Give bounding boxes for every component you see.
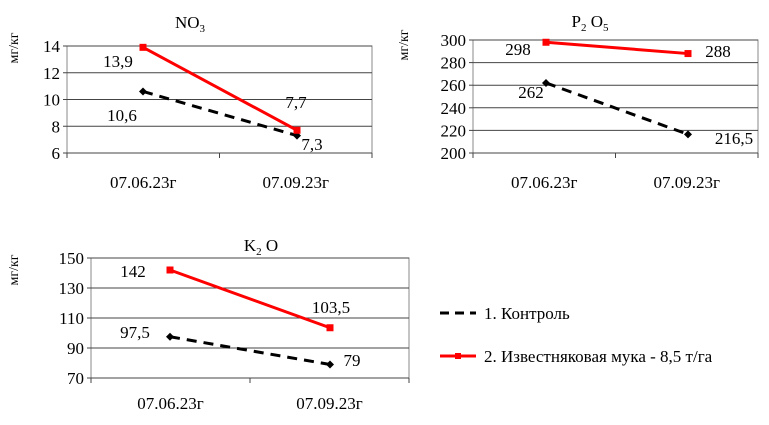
data-label: 13,9 xyxy=(103,52,133,71)
data-label: 10,6 xyxy=(107,106,137,125)
series-line-control xyxy=(142,90,298,138)
y-tick-label: 70 xyxy=(67,369,84,388)
data-label: 298 xyxy=(505,40,531,59)
data-label: 97,5 xyxy=(120,323,150,342)
series-line-limestone xyxy=(545,40,689,56)
series-line-control xyxy=(169,335,331,366)
series-line-limestone xyxy=(169,268,331,330)
title-subscript: 3 xyxy=(200,23,206,35)
data-point xyxy=(139,43,147,51)
y-axis-label: мг/кг xyxy=(7,254,22,285)
y-axis-label: мг/кг xyxy=(397,29,412,60)
data-label: 216,5 xyxy=(715,129,753,148)
x-tick-label: 07.06.23г xyxy=(137,394,204,413)
series-line-limestone xyxy=(142,46,298,132)
chart-title: K2 O xyxy=(244,236,278,258)
legend: 1. Контроль 2. Известняковая мука - 8,5 … xyxy=(440,304,713,366)
y-tick-label: 240 xyxy=(441,99,467,118)
x-tick-label: 07.09.23г xyxy=(296,394,363,413)
chart-2: P2 O5 мг/кг 200 220 240 260 280 300 07.06.23г 07.… xyxy=(397,12,759,192)
data-label: 142 xyxy=(120,262,146,281)
y-tick-label: 6 xyxy=(52,144,61,163)
series-line-control xyxy=(545,81,689,136)
y-tick-label: 8 xyxy=(52,117,61,136)
chart-title: P2 O5 xyxy=(572,12,610,34)
y-axis-label: мг/кг xyxy=(7,32,22,63)
y-tick-label: 10 xyxy=(43,91,60,110)
data-label: 262 xyxy=(518,83,544,102)
title-text: O xyxy=(586,12,603,31)
data-point xyxy=(166,332,174,341)
legend-label-limestone: 2. Известняковая мука - 8,5 т/га xyxy=(484,347,713,366)
title-subscript: 2 xyxy=(256,246,262,258)
title-subscript: 5 xyxy=(603,22,609,34)
y-tick-label: 130 xyxy=(59,279,85,298)
x-tick-label: 07.09.23г xyxy=(654,173,721,192)
x-tick-label: 07.09.23г xyxy=(263,173,330,192)
legend-marker-limestone xyxy=(455,353,461,359)
data-point xyxy=(684,50,692,58)
data-point xyxy=(326,360,334,369)
data-point xyxy=(542,78,550,87)
data-point xyxy=(326,324,334,332)
legend-label-control: 1. Контроль xyxy=(484,304,570,323)
y-tick-label: 12 xyxy=(43,64,60,83)
title-text: K xyxy=(244,236,257,255)
x-tick-label: 07.06.23г xyxy=(110,173,177,192)
y-tick-label: 150 xyxy=(59,249,85,268)
title-text: P xyxy=(572,12,581,31)
data-point xyxy=(684,130,692,139)
data-label: 7,7 xyxy=(285,93,307,112)
title-subscript: 2 xyxy=(581,22,587,34)
data-label: 7,3 xyxy=(301,135,322,154)
data-label: 103,5 xyxy=(312,298,350,317)
y-tick-label: 200 xyxy=(441,144,467,163)
y-tick-label: 280 xyxy=(441,54,467,73)
data-point xyxy=(293,126,301,134)
title-text: O xyxy=(262,236,279,255)
y-tick-label: 14 xyxy=(43,37,61,56)
y-tick-label: 260 xyxy=(441,76,467,95)
data-label: 79 xyxy=(344,351,361,370)
chart-1: NO3 мг/кг 6 8 10 12 14 07.06.23г 07.09.23г 10,6 7,… xyxy=(7,13,373,192)
y-tick-label: 110 xyxy=(59,309,84,328)
data-point xyxy=(139,87,147,96)
data-point xyxy=(542,38,550,46)
data-label: 288 xyxy=(705,42,731,61)
data-point xyxy=(166,266,174,274)
title-text: NO xyxy=(175,13,200,32)
x-tick-label: 07.06.23г xyxy=(511,173,578,192)
y-tick-label: 90 xyxy=(67,339,84,358)
y-tick-label: 220 xyxy=(441,121,467,140)
y-tick-label: 300 xyxy=(441,31,467,50)
chart-title: NO3 xyxy=(175,13,206,35)
